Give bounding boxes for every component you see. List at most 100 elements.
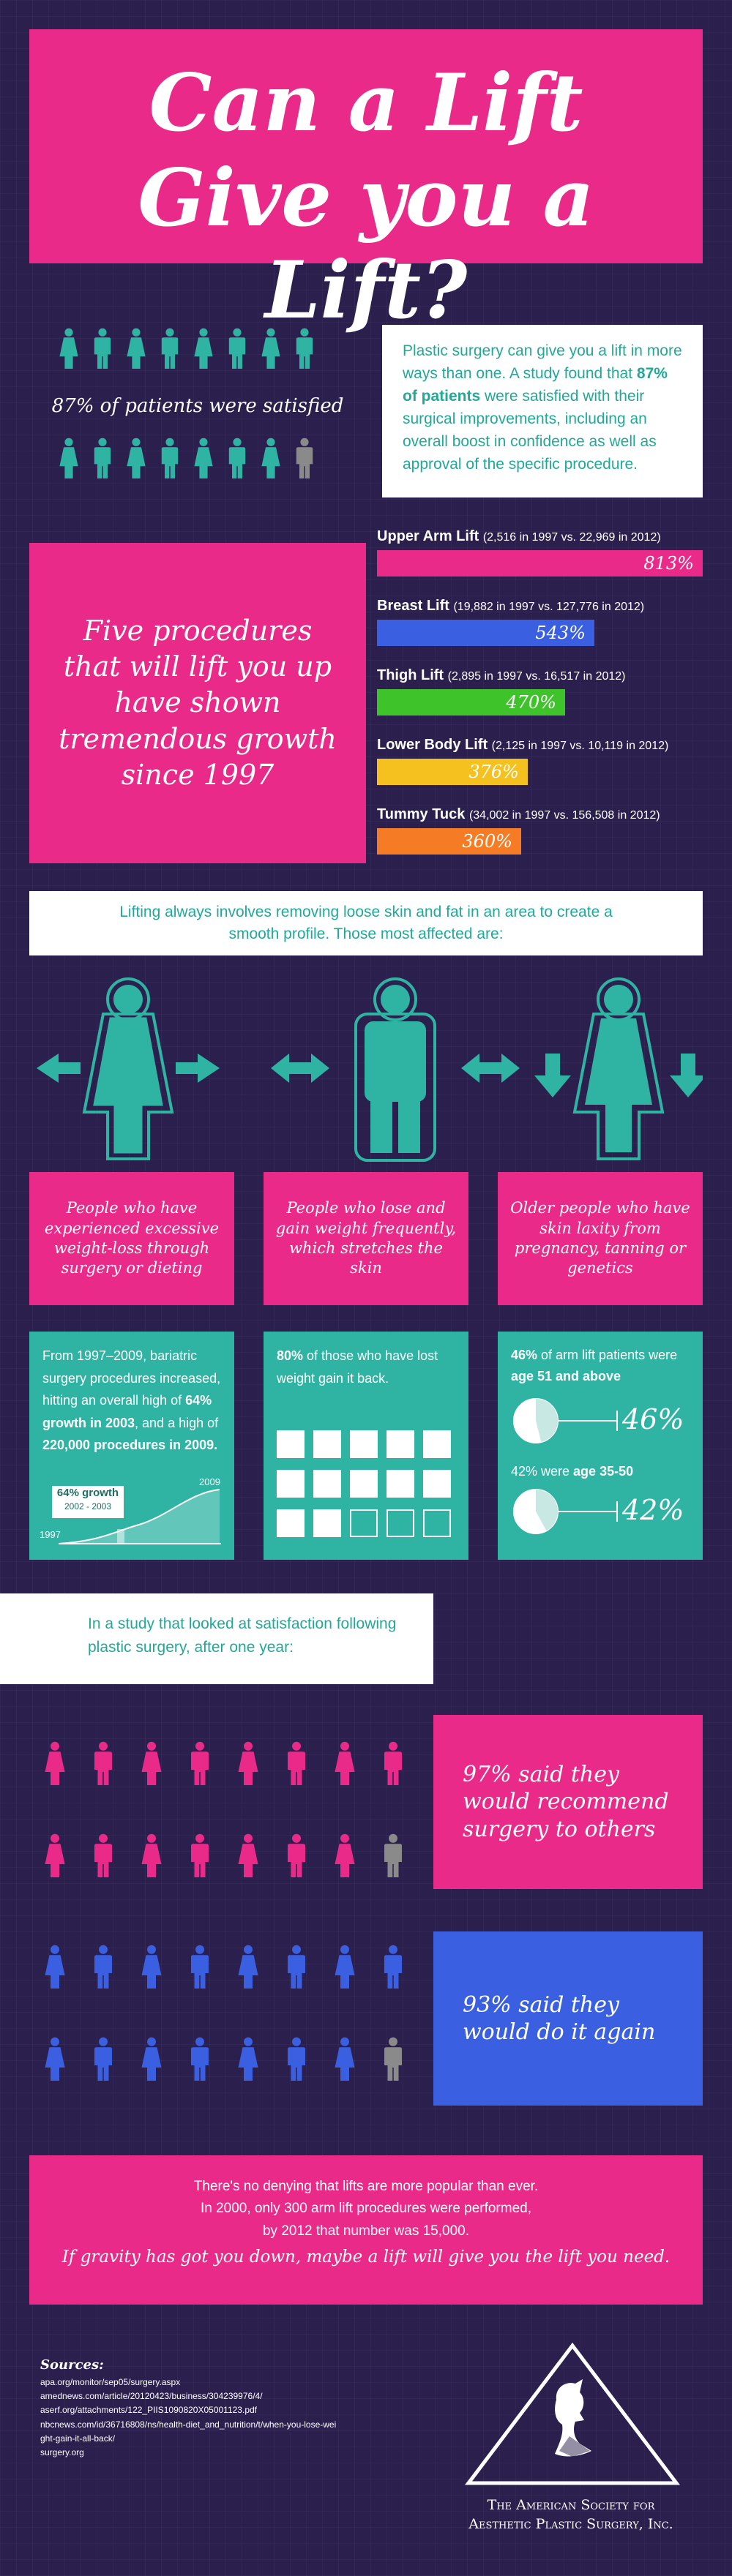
female-figure-icon xyxy=(44,1735,66,1795)
pie-value-2: 42% xyxy=(622,1494,684,1526)
procedure-detail: (34,002 in 1997 vs. 156,508 in 2012) xyxy=(468,809,660,822)
procedure-bar: 813% xyxy=(377,550,703,577)
male-figure-icon xyxy=(160,322,180,378)
sources-title: Sources: xyxy=(40,2357,104,2373)
female-figure-icon xyxy=(59,432,79,488)
filled-square xyxy=(423,1430,451,1458)
source-item: nbcnews.com/id/36716808/ns/health-diet_a… xyxy=(40,2419,337,2430)
org-name: The American Society for Aesthetic Plast… xyxy=(417,2496,725,2534)
source-item: ght-gain-it-all-back/ xyxy=(40,2433,116,2444)
pie-value-1: 46% xyxy=(622,1403,684,1435)
age-line-1: 46% of arm lift patients were age 51 and … xyxy=(511,1345,690,1387)
filled-square xyxy=(386,1430,414,1458)
satisfaction-figures: 87% of patients were satisfied xyxy=(29,322,366,505)
male-figure-icon xyxy=(92,432,113,488)
procedure-detail: (2,895 in 1997 vs. 16,517 in 2012) xyxy=(447,670,626,683)
title-line-1: Can a Lift xyxy=(149,57,583,149)
growth-years: 2002 - 2003 xyxy=(64,1501,112,1512)
asaps-logo xyxy=(464,2342,681,2485)
intro-text-bold: 87% of patients xyxy=(403,365,668,405)
filled-square xyxy=(277,1430,305,1458)
female-figure-icon xyxy=(44,1939,66,1998)
regain-rest: of those who have lost weight gain it ba… xyxy=(277,1348,438,1386)
male-figure-icon xyxy=(382,1735,404,1795)
filled-square xyxy=(313,1470,341,1498)
female-figure-icon xyxy=(237,1939,259,1998)
filled-square xyxy=(313,1430,341,1458)
closing-line-4: If gravity has got you down, maybe a lif… xyxy=(61,2248,671,2267)
body-types-illustration xyxy=(37,977,703,1162)
bariatric-text-a: From 1997–2009, bariatric surgery proced… xyxy=(42,1348,221,1408)
empty-square xyxy=(350,1509,378,1537)
procedure-label: Upper Arm Lift (2,516 in 1997 vs. 22,969… xyxy=(377,528,661,545)
female-figure-icon xyxy=(334,2031,356,2090)
bariatric-text: From 1997–2009, bariatric surgery proced… xyxy=(42,1345,221,1457)
male-figure-icon xyxy=(227,322,247,378)
empty-square xyxy=(386,1509,414,1537)
female-figure-icon xyxy=(141,2031,163,2090)
female-figure-icon xyxy=(126,322,146,378)
female-figure-icon xyxy=(59,322,79,378)
procedure-value: 470% xyxy=(506,692,556,713)
procedures-heading: Five procedures that will lift you up ha… xyxy=(59,614,337,792)
male-figure-icon xyxy=(227,432,247,488)
female-figure-icon xyxy=(193,432,214,488)
age-line-2-bold: age 35-50 xyxy=(573,1464,634,1479)
org-line-2: Aesthetic Plastic Surgery, Inc. xyxy=(468,2515,673,2532)
female-figure-icon xyxy=(141,1939,163,1998)
procedure-detail: (19,882 in 1997 vs. 127,776 in 2012) xyxy=(453,601,645,613)
study-intro-card: In a study that looked at satisfaction f… xyxy=(0,1593,433,1684)
intro-text-a: Plastic surgery can give you a lift in m… xyxy=(403,342,682,383)
bariatric-text-bold-2: 220,000 procedures in 2009. xyxy=(42,1438,218,1453)
male-figure-icon xyxy=(285,1939,307,1998)
group-text-3: Older people who have skin laxity from p… xyxy=(510,1199,690,1277)
again-card: 93% said they would do it again xyxy=(433,1931,703,2106)
female-figure-icon xyxy=(237,1828,259,1887)
female-figure-icon xyxy=(334,1735,356,1795)
group-card-1: People who have experienced excessive we… xyxy=(29,1172,234,1305)
male-figure-icon xyxy=(92,2031,114,2090)
procedure-bar: 376% xyxy=(377,759,528,785)
female-figure-icon xyxy=(126,432,146,488)
source-item: apa.org/monitor/sep05/surgery.aspx xyxy=(40,2377,181,2387)
male-figure-icon xyxy=(160,432,180,488)
female-figure-icon xyxy=(237,1735,259,1795)
procedure-name: Upper Arm Lift xyxy=(377,528,483,544)
growth-label: 64% growth xyxy=(56,1487,119,1499)
closing-line-2: In 2000, only 300 arm lift procedures we… xyxy=(200,2201,531,2217)
procedure-value: 376% xyxy=(468,762,519,782)
year-end: 2009 xyxy=(199,1476,220,1487)
recommend-text: 97% said they would recommend surgery to… xyxy=(463,1761,669,1842)
bariatric-stat-card: From 1997–2009, bariatric surgery proced… xyxy=(29,1332,234,1560)
older-woman-icon xyxy=(534,977,703,1160)
group-card-3: Older people who have skin laxity from p… xyxy=(498,1172,703,1305)
female-figure-icon xyxy=(237,2031,259,2090)
title-banner: Can a Lift Give you a Lift? xyxy=(29,29,703,337)
male-figure-icon xyxy=(189,1735,211,1795)
filled-square xyxy=(313,1509,341,1537)
filled-square xyxy=(350,1430,378,1458)
woman-shrinking-icon xyxy=(37,977,220,1160)
age-stat-card: 46% of arm lift patients were age 51 and … xyxy=(498,1332,703,1560)
male-figure-icon xyxy=(189,1939,211,1998)
male-figure-icon xyxy=(285,1735,307,1795)
group-card-2: People who lose and gain weight frequent… xyxy=(264,1172,468,1305)
weight-regain-card: 80% of those who have lost weight gain i… xyxy=(264,1332,468,1560)
bariatric-text-bold-1: 64% growth in 2003 xyxy=(42,1393,212,1430)
female-figure-icon xyxy=(334,1939,356,1998)
satisfied-caption: 87% of patients were satisfied xyxy=(51,395,344,417)
bariatric-text-b: , and a high of xyxy=(135,1415,219,1430)
age-line-1-age: age 51 and above xyxy=(511,1368,621,1383)
procedure-value: 543% xyxy=(535,623,586,643)
male-figure-icon xyxy=(382,1828,404,1887)
lifting-intro-text: Lifting always involves removing loose s… xyxy=(119,903,613,942)
male-figure-icon xyxy=(92,1828,114,1887)
closing-line-3: by 2012 that number was 15,000. xyxy=(262,2223,470,2239)
procedure-value: 813% xyxy=(643,553,694,574)
filled-square xyxy=(277,1509,305,1537)
intro-text-b: were satisfied with their surgical impro… xyxy=(403,388,657,473)
filled-square xyxy=(423,1470,451,1498)
source-item: amednews.com/article/20120423/business/3… xyxy=(40,2391,263,2402)
procedure-label: Thigh Lift (2,895 in 1997 vs. 16,517 in … xyxy=(377,667,625,684)
closing-banner: There's no denying that lifts are more p… xyxy=(29,2155,703,2305)
